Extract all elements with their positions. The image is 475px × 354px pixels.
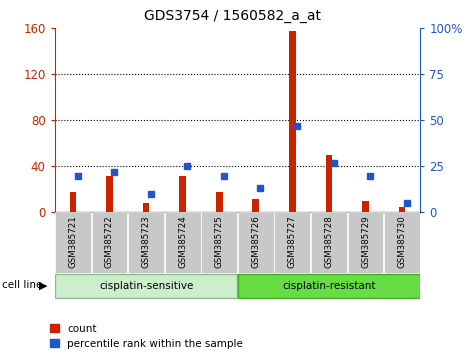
Text: GSM385727: GSM385727 [288,215,297,268]
Text: ▶: ▶ [39,281,48,291]
Bar [92,212,127,273]
Text: GSM385721: GSM385721 [68,215,77,268]
Text: GSM385722: GSM385722 [105,215,114,268]
Bar [348,212,383,273]
Text: GSM385728: GSM385728 [324,215,333,268]
Legend: count, percentile rank within the sample: count, percentile rank within the sample [50,324,243,349]
Bar [180,176,186,212]
Bar [55,212,91,273]
Bar [70,192,76,212]
Bar [216,192,222,212]
Bar [165,212,200,273]
Text: cell line: cell line [2,280,43,290]
Text: cisplatin-resistant: cisplatin-resistant [282,281,376,291]
Bar [275,212,310,273]
Bar [311,212,347,273]
Text: GSM385723: GSM385723 [142,215,151,268]
Bar [106,176,113,212]
Bar [362,201,369,212]
Bar [143,203,149,212]
Bar [289,31,295,212]
Text: cisplatin-sensitive: cisplatin-sensitive [99,281,193,291]
Bar [55,274,237,298]
Bar [238,274,420,298]
Text: GDS3754 / 1560582_a_at: GDS3754 / 1560582_a_at [144,9,321,23]
Text: GSM385724: GSM385724 [178,215,187,268]
Text: GSM385730: GSM385730 [398,215,407,268]
Bar [128,212,164,273]
Bar [253,199,259,212]
Text: GSM385729: GSM385729 [361,215,370,268]
Bar [238,212,274,273]
Text: GSM385725: GSM385725 [215,215,224,268]
Bar [201,212,237,273]
Bar [384,212,420,273]
Bar [399,207,405,212]
Bar [326,155,332,212]
Text: GSM385726: GSM385726 [251,215,260,268]
